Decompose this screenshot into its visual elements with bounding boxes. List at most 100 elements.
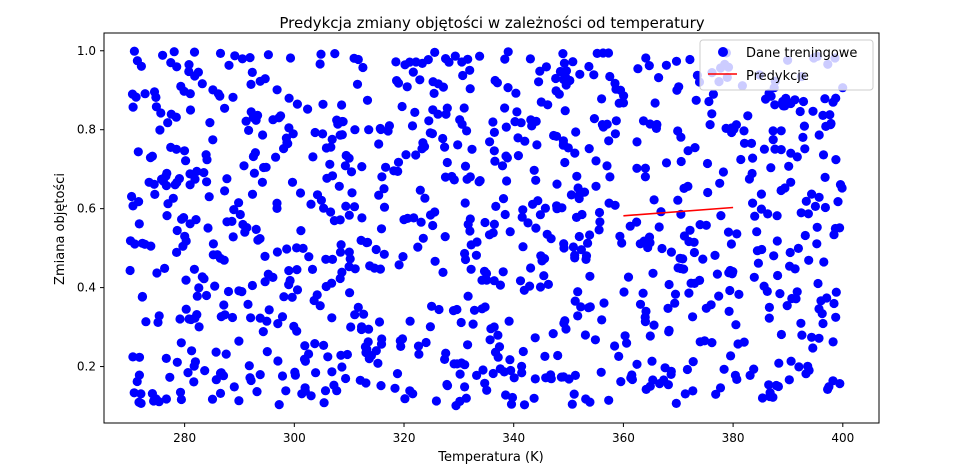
scatter-point bbox=[134, 219, 144, 229]
scatter-point bbox=[210, 281, 220, 291]
scatter-point bbox=[413, 242, 423, 252]
scatter-point bbox=[181, 156, 191, 166]
scatter-point bbox=[462, 174, 472, 184]
scatter-point bbox=[318, 99, 328, 109]
scatter-point bbox=[166, 142, 176, 152]
scatter-point bbox=[820, 172, 830, 182]
scatter-point bbox=[780, 183, 790, 193]
scatter-point bbox=[670, 289, 681, 299]
scatter-point bbox=[150, 189, 160, 199]
scatter-point bbox=[707, 338, 717, 348]
scatter-point bbox=[645, 331, 655, 341]
scatter-point bbox=[234, 336, 244, 346]
scatter-point bbox=[500, 54, 510, 64]
scatter-point bbox=[440, 142, 450, 152]
scatter-point bbox=[688, 386, 698, 396]
scatter-point bbox=[579, 187, 590, 197]
scatter-point bbox=[764, 313, 774, 323]
scatter-point bbox=[503, 47, 513, 57]
scatter-point bbox=[189, 264, 199, 274]
scatter-point bbox=[576, 245, 587, 255]
scatter-point bbox=[596, 367, 606, 377]
scatter-point bbox=[284, 266, 294, 276]
scatter-point bbox=[531, 223, 541, 233]
scatter-point bbox=[785, 247, 795, 258]
scatter-point bbox=[666, 247, 677, 257]
scatter-point bbox=[482, 385, 492, 395]
scatter-point bbox=[649, 195, 659, 205]
scatter-point bbox=[543, 279, 554, 289]
scatter-point bbox=[714, 291, 724, 301]
scatter-point bbox=[501, 390, 511, 400]
scatter-point bbox=[184, 66, 194, 77]
scatter-point bbox=[415, 75, 425, 85]
scatter-point bbox=[346, 322, 356, 332]
y-axis: 0.2 0.4 0.6 0.8 1.0 bbox=[77, 44, 104, 374]
scatter-point bbox=[480, 302, 490, 312]
scatter-point bbox=[705, 120, 715, 130]
scatter-point bbox=[831, 93, 841, 103]
scatter-points bbox=[125, 46, 848, 411]
scatter-point bbox=[762, 286, 772, 296]
scatter-point bbox=[309, 295, 319, 306]
scatter-point bbox=[229, 382, 239, 392]
scatter-point bbox=[242, 223, 252, 233]
scatter-point bbox=[589, 114, 600, 124]
scatter-point bbox=[199, 168, 209, 178]
scatter-point bbox=[296, 226, 306, 236]
scatter-point bbox=[605, 71, 615, 82]
scatter-point bbox=[374, 190, 384, 200]
scatter-point bbox=[565, 75, 575, 86]
scatter-point bbox=[180, 231, 190, 241]
scatter-point bbox=[504, 316, 514, 326]
scatter-point bbox=[218, 371, 229, 381]
scatter-point bbox=[420, 193, 430, 203]
scatter-point bbox=[327, 134, 337, 144]
scatter-point bbox=[511, 88, 521, 98]
scatter-point bbox=[208, 239, 218, 249]
scatter-point bbox=[416, 217, 426, 227]
scatter-point bbox=[323, 352, 333, 362]
scatter-point bbox=[201, 290, 212, 301]
scatter-point bbox=[127, 89, 138, 99]
scatter-point bbox=[202, 177, 212, 187]
scatter-point bbox=[595, 217, 605, 227]
scatter-point bbox=[682, 364, 693, 375]
scatter-point bbox=[683, 181, 693, 191]
scatter-point bbox=[695, 220, 705, 230]
scatter-point bbox=[794, 362, 804, 372]
scatter-point bbox=[515, 276, 526, 286]
scatter-point bbox=[750, 211, 760, 221]
scatter-point bbox=[734, 289, 744, 299]
scatter-point bbox=[125, 265, 135, 276]
scatter-point bbox=[181, 304, 191, 314]
scatter-point bbox=[364, 125, 374, 135]
scatter-point bbox=[611, 84, 621, 94]
scatter-point bbox=[566, 190, 577, 200]
scatter-point bbox=[222, 217, 232, 227]
scatter-point bbox=[153, 317, 163, 327]
scatter-point bbox=[790, 95, 800, 105]
scatter-point bbox=[379, 184, 389, 194]
scatter-point bbox=[482, 275, 492, 285]
scatter-point bbox=[523, 218, 533, 228]
scatter-point bbox=[230, 51, 240, 61]
scatter-point bbox=[395, 336, 405, 346]
scatter-point bbox=[572, 171, 582, 181]
scatter-point bbox=[247, 67, 257, 77]
scatter-point bbox=[480, 378, 490, 388]
scatter-point bbox=[371, 244, 381, 255]
scatter-point bbox=[425, 128, 435, 138]
scatter-point bbox=[202, 155, 212, 165]
scatter-point bbox=[798, 96, 809, 107]
scatter-point bbox=[381, 162, 391, 172]
scatter-point bbox=[478, 365, 488, 375]
scatter-point bbox=[597, 315, 607, 325]
scatter-point bbox=[689, 278, 700, 288]
scatter-point bbox=[680, 389, 690, 399]
scatter-point bbox=[472, 370, 482, 380]
scatter-point bbox=[376, 124, 386, 135]
scatter-point bbox=[239, 161, 249, 171]
scatter-point bbox=[137, 291, 148, 302]
